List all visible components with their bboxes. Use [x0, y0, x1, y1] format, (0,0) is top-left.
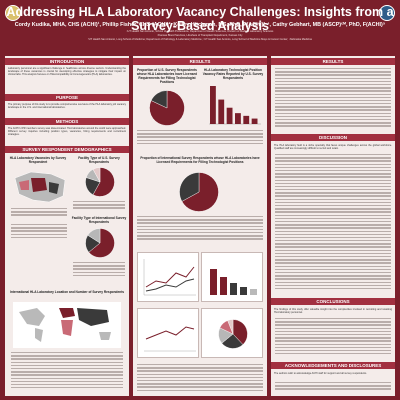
pie-slice — [179, 172, 200, 202]
pie-chart-intl-license — [179, 172, 219, 212]
chart-notes — [11, 352, 123, 392]
pie-slice — [181, 172, 219, 212]
poster-title: Addressing HLA Laboratory Vacancy Challe… — [6, 5, 394, 33]
university-logo-icon — [5, 5, 21, 21]
pie-slice — [150, 90, 168, 109]
pie-slice — [92, 167, 115, 197]
bar-chart-us-vacancy — [209, 86, 261, 125]
chart-notes — [137, 216, 263, 246]
purpose-text: The primary purpose of this study is to … — [8, 103, 126, 110]
world-map-chart — [13, 302, 121, 348]
bar — [235, 113, 241, 124]
pie-slice — [227, 319, 234, 335]
poster-header: Addressing HLA Laboratory Vacancy Challe… — [0, 0, 400, 54]
acknowledgements-body — [275, 382, 391, 394]
pie-slice — [92, 167, 101, 183]
discussion-body — [275, 154, 391, 294]
chart-title-intl-facility: Facility Type of International Survey Re… — [71, 216, 127, 224]
section-header-results: RESULTS — [133, 58, 267, 65]
chart-title-us-vacancy-rates: HLA Laboratory Technologist Position Vac… — [202, 68, 264, 80]
chart-title-intl-license: Proportion of International Survey Respo… — [140, 156, 260, 164]
section-header-conclusions: CONCLUSIONS — [271, 298, 395, 305]
bar — [210, 86, 216, 124]
section-header-discussion: DISCUSSION — [271, 134, 395, 141]
pie-slice — [232, 319, 248, 345]
pie-slice — [87, 228, 101, 244]
conclusions-text: The findings of this study offer valuabl… — [274, 308, 392, 315]
chart-notes — [137, 130, 263, 150]
bar-chart-card — [201, 252, 263, 302]
pie-chart-intl-facility — [85, 228, 115, 258]
bar-chart-small — [210, 269, 257, 295]
column-right: RESULTS DISCUSSION The HLA laboratory fi… — [271, 56, 395, 396]
introduction-text: Laboratory personnel are a significant c… — [8, 67, 126, 77]
discussion-text: The HLA laboratory field is a niche spec… — [274, 144, 392, 151]
chart-title-us-facility: Facility Type of U.S. Survey Respondents — [78, 156, 120, 164]
poster-authors: Cordy Kudika, MHA, CHS (ACHI)¹, Phillip … — [14, 22, 386, 28]
chart-notes — [73, 262, 125, 282]
bar — [218, 99, 225, 124]
chart-notes — [73, 201, 125, 211]
results-text — [275, 68, 391, 130]
line-chart-card — [137, 252, 199, 302]
bar — [226, 107, 233, 124]
affiliation-line: ¹UT Health San Antonio, School of Health… — [126, 30, 274, 33]
chart-notes — [11, 224, 67, 244]
achi-logo-icon — [379, 5, 395, 21]
conclusions-body — [275, 318, 391, 358]
acknowledgements-text: The authors wish to acknowledge ACHI sta… — [274, 372, 367, 375]
bar — [243, 115, 250, 124]
bar — [251, 118, 258, 124]
pie-slice — [88, 228, 115, 258]
affiliation-line: ²Kansas Blood Services, Lifeshare of Tra… — [157, 34, 243, 37]
section-header-demographics: SURVEY RESPONDENT DEMOGRAPHICS — [5, 146, 129, 153]
region-pie-card — [201, 308, 263, 358]
section-header-purpose: PURPOSE — [5, 94, 129, 101]
pie-chart-region — [218, 319, 248, 349]
chart-title-us-license: Proportion of U.S. Survey Respondents wh… — [136, 68, 198, 84]
chart-title-vacancies: HLA Laboratory Vacancies by Survey Respo… — [9, 156, 67, 164]
line-chart-card-2 — [137, 308, 199, 358]
pie-chart-us-facility — [85, 167, 115, 197]
section-header-methods: METHODS — [5, 118, 129, 125]
line-chart-2 — [144, 326, 196, 352]
column-left: INTRODUCTION Laboratory personnel are a … — [5, 56, 129, 396]
line-chart — [143, 259, 196, 296]
chart-notes — [11, 208, 67, 218]
section-header-results-right: RESULTS — [271, 58, 395, 65]
column-middle: RESULTS Proportion of U.S. Survey Respon… — [133, 56, 267, 396]
us-map-chart — [14, 171, 66, 203]
section-header-introduction: INTRODUCTION — [5, 58, 129, 65]
pie-chart-us-license — [149, 90, 185, 126]
affiliation-line: ³UT Health San Antonio, Long School of M… — [87, 38, 313, 41]
section-header-acknowledgements: ACKNOWLEDGEMENTS AND DISCLOSURES — [271, 362, 395, 369]
methods-text: The ACHI's IPR members survey was dissem… — [8, 127, 126, 137]
chart-notes — [137, 364, 263, 394]
chart-title-intl-location: International HLA Laboratory Location an… — [9, 290, 125, 294]
